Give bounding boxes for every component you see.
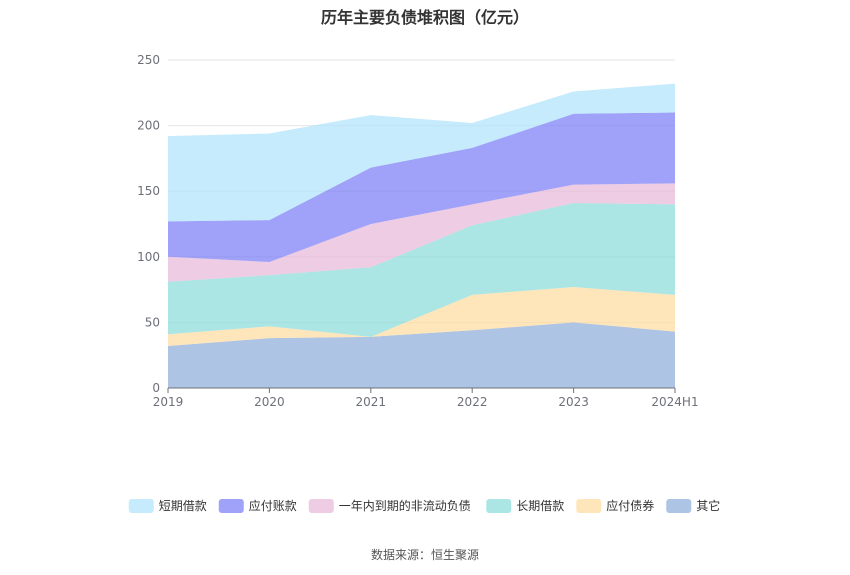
series-area <box>168 183 675 282</box>
legend-label: 应付债券 <box>606 498 654 513</box>
y-tick-label: 250 <box>137 53 160 67</box>
series-area <box>168 83 675 222</box>
x-tick-label: 2020 <box>254 395 285 409</box>
x-tick-label: 2021 <box>356 395 387 409</box>
series-area <box>168 322 675 388</box>
y-tick-label: 150 <box>137 184 160 198</box>
legend-label: 应付账款 <box>249 498 297 513</box>
legend: 短期借款 应付账款 一年内到期的非流动负债 长期借款 应付债券 其它 <box>128 498 720 513</box>
series-area <box>168 286 675 347</box>
x-tick-label: 2022 <box>457 395 488 409</box>
x-tick-label: 2019 <box>153 395 184 409</box>
legend-label: 长期借款 <box>516 499 564 513</box>
y-tick-label: 50 <box>145 315 160 329</box>
legend-swatch <box>128 499 154 513</box>
series-area <box>168 112 675 263</box>
legend-swatch <box>576 499 602 513</box>
y-tick-label: 100 <box>137 250 160 264</box>
data-source-note: 数据来源：恒生聚源 <box>370 548 479 562</box>
legend-label: 一年内到期的非流动负债 <box>339 498 471 513</box>
area-layer <box>168 83 675 388</box>
legend-swatch <box>218 499 244 513</box>
axis-layer: 0 50 100 150 200 250 2019 2020 2021 2022 2023 2024H… <box>137 53 699 409</box>
x-tick-label: 2024H1 <box>651 395 698 409</box>
legend-swatch <box>308 499 334 513</box>
chart-title: 历年主要负债堆积图（亿元） <box>320 8 529 27</box>
y-tick-label: 200 <box>137 119 160 133</box>
legend-label: 其它 <box>696 498 720 513</box>
legend-swatch <box>666 499 692 513</box>
legend-swatch <box>486 499 512 513</box>
series-area <box>168 203 675 337</box>
y-tick-label: 0 <box>152 381 160 395</box>
x-tick-label: 2023 <box>558 395 589 409</box>
legend-label: 短期借款 <box>159 499 207 513</box>
